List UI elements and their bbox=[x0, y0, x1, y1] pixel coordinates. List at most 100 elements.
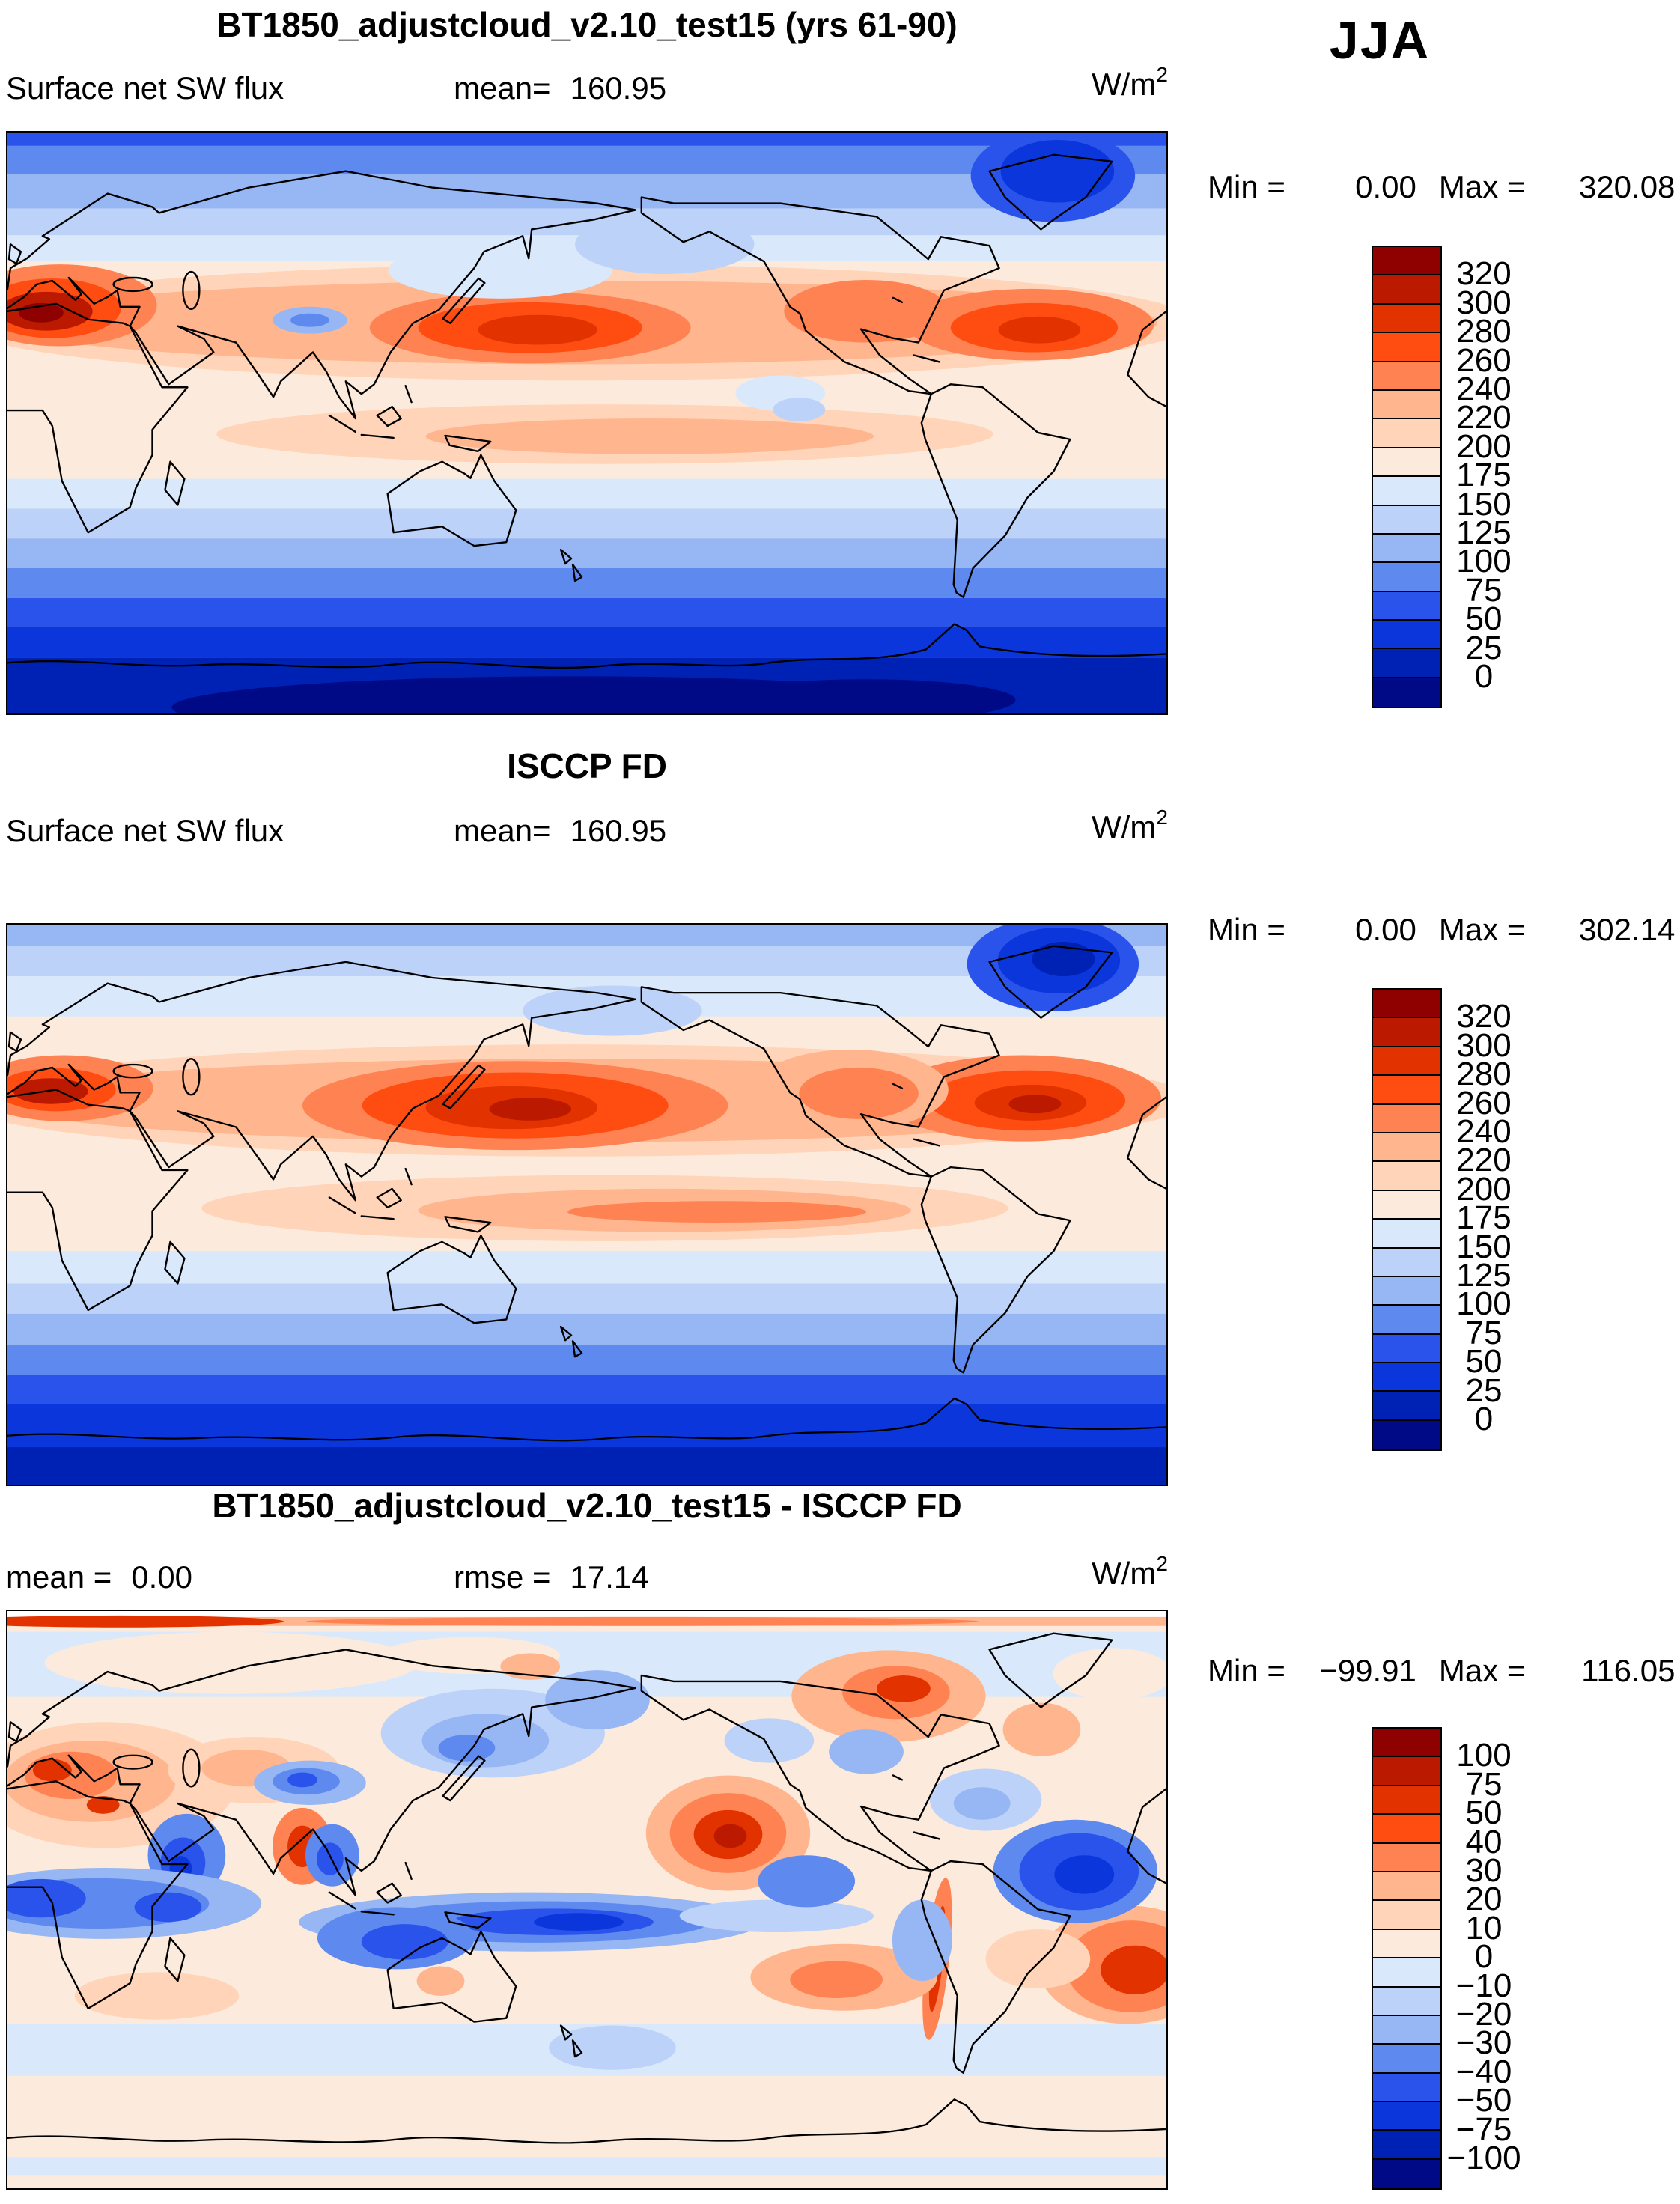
panel3-mean-label: mean = bbox=[6, 1559, 112, 1595]
colorbar-tick-label: 300 bbox=[1456, 284, 1512, 321]
colorbar-cell bbox=[1373, 304, 1440, 334]
colorbar-tick-label: 260 bbox=[1456, 1084, 1512, 1121]
colorbar-cell bbox=[1373, 362, 1440, 391]
panel3-rmse-stat: rmse = 17.14 bbox=[454, 1559, 649, 1595]
colorbar-cell bbox=[1373, 1248, 1440, 1277]
colorbar-cell bbox=[1373, 2131, 1440, 2160]
map-difference-contours bbox=[7, 1611, 1166, 2188]
colorbar-tick-label: 200 bbox=[1456, 1170, 1512, 1208]
colorbar-tick-label: 150 bbox=[1456, 1228, 1512, 1265]
colorbar-tick-label: 0 bbox=[1474, 1401, 1494, 1437]
colorbar-cell bbox=[1373, 1901, 1440, 1930]
colorbar-tick-label: 0 bbox=[1474, 658, 1494, 695]
colorbar-cell bbox=[1373, 1018, 1440, 1047]
colorbar-tick-label: −30 bbox=[1455, 2024, 1512, 2062]
colorbar-cell bbox=[1373, 2073, 1440, 2103]
colorbar-tick-label: 50 bbox=[1465, 1343, 1503, 1380]
colorbar-tick-label: 25 bbox=[1465, 629, 1503, 666]
panel1-stats-row: Surface net SW flux mean= 160.95 W/m2 bbox=[6, 63, 1168, 108]
panel3-rmse-label: rmse = bbox=[454, 1559, 551, 1595]
colorbar-cell bbox=[1373, 2159, 1440, 2189]
colorbar-cell bbox=[1373, 649, 1440, 678]
colorbar-tick-label: 125 bbox=[1456, 514, 1512, 551]
colorbar-cell bbox=[1373, 2015, 1440, 2045]
season-label: JJA bbox=[1329, 11, 1431, 70]
colorbar-cell bbox=[1373, 1729, 1440, 1758]
colorbar-cell bbox=[1373, 1334, 1440, 1364]
colorbar-tick-label: 125 bbox=[1456, 1257, 1512, 1294]
colorbar-cell bbox=[1373, 333, 1440, 362]
colorbar-tick-label: 10 bbox=[1465, 1909, 1503, 1946]
panel1-mean-stat: mean= 160.95 bbox=[454, 70, 666, 106]
panel1-title: BT1850_adjustcloud_v2.10_test15 (yrs 61-… bbox=[216, 5, 958, 44]
colorbar-cell bbox=[1373, 1133, 1440, 1163]
colorbar-cell bbox=[1373, 390, 1440, 420]
panel2-mean-stat: mean= 160.95 bbox=[454, 813, 666, 849]
panel1-units: W/m2 bbox=[1039, 63, 1168, 103]
colorbar-cell bbox=[1373, 1929, 1440, 1959]
colorbar-cell bbox=[1373, 477, 1440, 506]
panel2-mean-label: mean= bbox=[454, 813, 551, 848]
colorbar-tick-label: 50 bbox=[1465, 600, 1503, 638]
panel2-minmax: Min = 0.00 Max = 302.14 bbox=[1208, 912, 1680, 948]
colorbar-tick-label: 240 bbox=[1456, 1113, 1512, 1150]
colorbar-tick-label: 280 bbox=[1456, 313, 1512, 350]
colorbar-cell bbox=[1373, 1786, 1440, 1815]
colorbar-tick-label: −100 bbox=[1446, 2140, 1521, 2176]
panel2-variable-label: Surface net SW flux bbox=[6, 813, 284, 848]
colorbar-cell bbox=[1373, 563, 1440, 592]
colorbar-cell bbox=[1373, 1843, 1440, 1872]
panel2-max-value: 302.14 bbox=[1578, 912, 1676, 947]
colorbar-tick-label: −40 bbox=[1455, 2053, 1512, 2090]
colorbar-tick-label: 50 bbox=[1465, 1794, 1503, 1832]
colorbar-cell bbox=[1373, 1757, 1440, 1786]
colorbar-tick-label: 320 bbox=[1456, 998, 1512, 1035]
panel1-units-base: W/m bbox=[1092, 67, 1157, 102]
colorbar-cell bbox=[1373, 419, 1440, 448]
panel2-colorbar bbox=[1372, 988, 1442, 1452]
colorbar-cell bbox=[1373, 1104, 1440, 1133]
panel3-min-value: −99.91 bbox=[1319, 1653, 1416, 1688]
panel3-colorbar bbox=[1372, 1727, 1442, 2191]
map-isccp-jja bbox=[6, 923, 1168, 1486]
colorbar-tick-label: −50 bbox=[1455, 2082, 1512, 2119]
panel1-max-label: Max = bbox=[1438, 169, 1526, 204]
panel3-rmse-value: 17.14 bbox=[570, 1559, 649, 1595]
panel3-min-label: Min = bbox=[1208, 1653, 1285, 1688]
map-model-jja bbox=[6, 131, 1168, 715]
panel3-stats-row: mean = 0.00 rmse = 17.14 W/m2 bbox=[6, 1552, 1168, 1597]
colorbar-cell bbox=[1373, 2045, 1440, 2074]
colorbar-tick-label: 260 bbox=[1456, 341, 1512, 379]
colorbar-cell bbox=[1373, 678, 1440, 707]
contour-field bbox=[7, 1611, 1166, 2188]
panel2-title: ISCCP FD bbox=[507, 746, 667, 785]
panel3-units: W/m2 bbox=[1039, 1552, 1168, 1592]
colorbar-cell bbox=[1373, 1190, 1440, 1220]
colorbar-tick-label: 100 bbox=[1456, 543, 1512, 580]
colorbar-tick-label: 25 bbox=[1465, 1372, 1503, 1409]
panel3-units-base: W/m bbox=[1092, 1556, 1157, 1591]
panel3-mean-stat: mean = 0.00 bbox=[6, 1559, 192, 1595]
panel3-units-exponent: 2 bbox=[1156, 1552, 1168, 1575]
colorbar-tick-label: −10 bbox=[1455, 1967, 1512, 2004]
colorbar-tick-label: 100 bbox=[1456, 1737, 1512, 1774]
panel1-variable-label: Surface net SW flux bbox=[6, 70, 284, 106]
colorbar-tick-label: 175 bbox=[1456, 1199, 1512, 1237]
colorbar-tick-label: 280 bbox=[1456, 1056, 1512, 1093]
colorbar-tick-label: 40 bbox=[1465, 1823, 1503, 1860]
colorbar-tick-label: 300 bbox=[1456, 1026, 1512, 1064]
colorbar-cell bbox=[1373, 1872, 1440, 1902]
panel3-mean-value: 0.00 bbox=[131, 1559, 193, 1595]
map-isccp-contours bbox=[7, 925, 1166, 1485]
panel2-units-base: W/m bbox=[1092, 809, 1157, 844]
panel3-minmax: Min = −99.91 Max = 116.05 bbox=[1208, 1653, 1680, 1689]
colorbar-cell bbox=[1373, 1958, 1440, 1988]
colorbar-cell bbox=[1373, 1363, 1440, 1392]
colorbar-cell bbox=[1373, 1815, 1440, 1844]
colorbar-cell bbox=[1373, 2102, 1440, 2131]
contour-field bbox=[7, 133, 1166, 713]
panel1-minmax: Min = 0.00 Max = 320.08 bbox=[1208, 169, 1680, 205]
panel3-colorbar-ticks: 100 75 50 40 30 20 10 0 −10 −20 −30 −40 −50 −75 −100 bbox=[1413, 1727, 1555, 2188]
colorbar-tick-label: 220 bbox=[1456, 399, 1512, 436]
